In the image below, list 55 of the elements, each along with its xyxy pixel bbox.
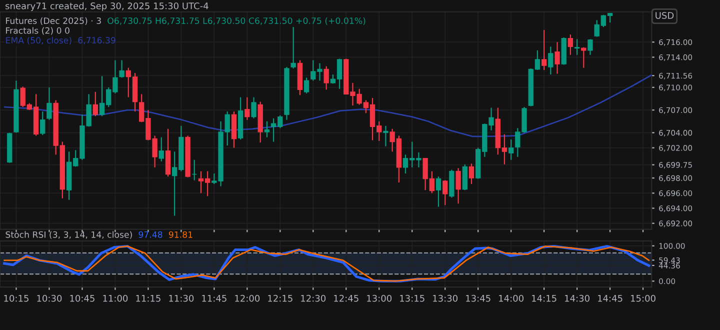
candlestick (251, 96, 256, 119)
annotation: Fractals (2) 0 0 (6, 27, 70, 35)
x-tick-label: 14:30 (565, 294, 590, 302)
x-tick-label: 11:00 (103, 294, 128, 302)
text: sneary71 created, Sep 30, 2025 15:30 UTC-4 (6, 2, 208, 12)
x-tick-label: 10:45 (70, 294, 94, 302)
candlestick (46, 86, 52, 120)
candlestick (568, 34, 574, 56)
candlestick (244, 96, 250, 120)
candlestick (508, 138, 514, 160)
candlestick (324, 66, 329, 90)
chart-title: Stoch RSI (3, 3, 14, 14, close) (6, 231, 132, 239)
text: EMA (50, close) (6, 36, 72, 45)
candlestick (290, 26, 296, 70)
candlestick (554, 42, 560, 74)
candlestick (92, 91, 98, 117)
text: Futures (Dec 2025) · 3 (6, 17, 101, 25)
x-tick-label: 14:15 (532, 295, 556, 302)
y-axis-title: USD (656, 12, 674, 19)
candlestick (462, 164, 468, 191)
candlestick (165, 128, 171, 178)
candlestick (456, 168, 461, 204)
candlestick (436, 176, 442, 208)
x-tick-label: 14:45 (598, 295, 622, 302)
x-tick-label: 15:00 (631, 294, 656, 302)
text: 91.81 (168, 231, 192, 238)
candlestick (588, 38, 593, 56)
x-tick-label: 10:30 (37, 294, 62, 302)
text: 97.48 (138, 231, 162, 238)
candlestick (574, 38, 580, 56)
x-tick-label: 14:00 (499, 294, 524, 302)
candlestick (119, 60, 124, 78)
x-tick-label: 11:45 (202, 295, 226, 302)
annotation: 6,716.39 (78, 37, 116, 44)
candlestick (264, 120, 270, 138)
candlestick (468, 163, 474, 185)
x-tick-label: 13:00 (367, 294, 392, 302)
x-tick-label: 11:30 (169, 294, 194, 302)
candlestick (40, 111, 46, 136)
x-tick-label: 12:45 (334, 294, 358, 302)
x-tick-label: 12:00 (235, 294, 260, 302)
candlestick (383, 125, 388, 147)
candlestick (158, 136, 164, 162)
x-tick-label: 13:15 (400, 294, 424, 302)
annotation: O6,730.75 H6,731.75 L6,730.50 C6,731.50 +0.75 (+0.01%) (108, 17, 366, 25)
x-tick-label: 12:30 (301, 294, 326, 302)
candlestick (304, 77, 310, 94)
candlestick (548, 46, 554, 76)
x-tick-label: 11:15 (136, 295, 160, 302)
candlestick (442, 180, 448, 206)
candlestick (541, 29, 547, 71)
x-tick-label: 12:15 (268, 294, 292, 302)
x-tick-label: 13:30 (433, 294, 458, 302)
x-tick-label: 10:15 (4, 294, 28, 302)
x-tick-label: 13:45 (466, 294, 490, 302)
